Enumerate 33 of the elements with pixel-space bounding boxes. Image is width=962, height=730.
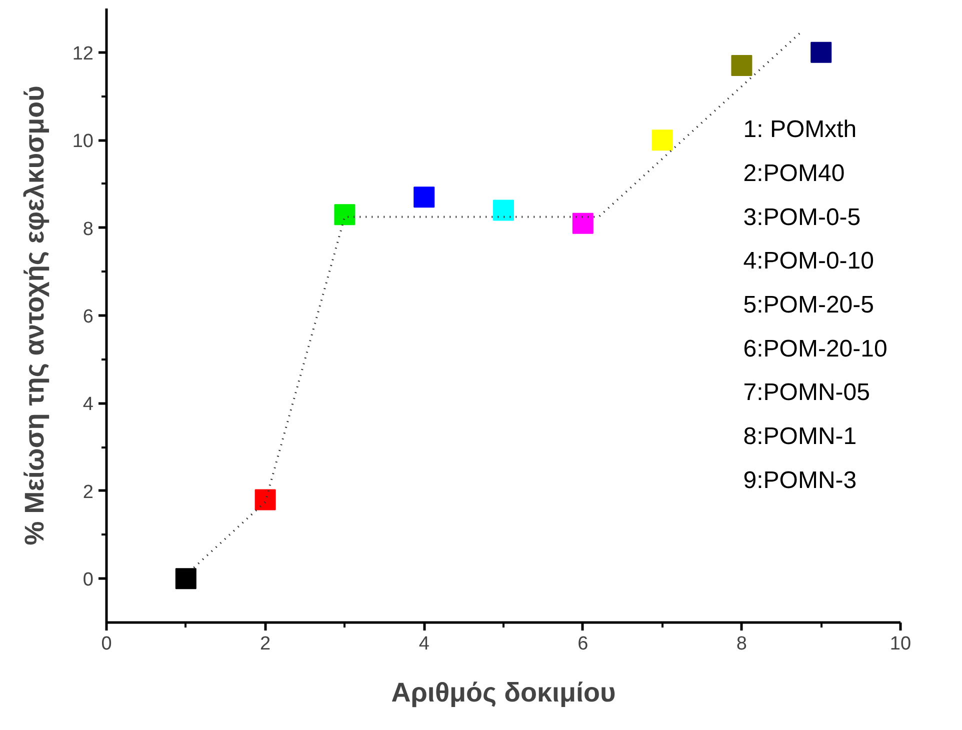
- annotation: 8:POMN-1: [743, 423, 857, 450]
- y-tick-label: 10: [72, 131, 94, 152]
- y-tick-label: 8: [82, 218, 94, 240]
- y-tick-label: 0: [82, 570, 94, 591]
- x-tick-label: 0: [101, 634, 112, 654]
- x-tick-label: 10: [890, 634, 912, 654]
- y-tick-label: 12: [72, 43, 94, 64]
- point: [731, 55, 752, 76]
- x-axis-title: Αριθμός δοκιμίου: [391, 678, 616, 708]
- point: [493, 200, 514, 221]
- y-axis-title: % Μείωση της αντοχής εφελκυσμού: [19, 86, 50, 546]
- point: [334, 204, 356, 226]
- y-tick-label: 6: [82, 306, 94, 328]
- annotation: 7:POMN-05: [743, 379, 870, 406]
- annotation: 4:POM-0-10: [743, 248, 874, 275]
- y-tick-label: 4: [82, 394, 94, 416]
- annotation: 2:POM40: [743, 160, 845, 187]
- point: [572, 212, 594, 234]
- point: [254, 489, 276, 510]
- x-tick-label: 6: [578, 634, 588, 654]
- annotation: 3:POM-0-5: [743, 204, 861, 231]
- point: [810, 42, 832, 63]
- annotation: 1: POMxth: [743, 116, 857, 144]
- point: [414, 186, 435, 208]
- point: [175, 568, 196, 590]
- annotation: 6:POM-20-10: [743, 335, 888, 362]
- x-tick-label: 4: [418, 634, 430, 654]
- y-tick-label: 2: [82, 482, 94, 503]
- x-tick-label: 2: [260, 634, 271, 654]
- x-tick-label: 8: [736, 634, 747, 654]
- annotation: 5:POM-20-5: [743, 291, 874, 318]
- point: [652, 130, 673, 151]
- annotation: 9:POMN-3: [743, 466, 857, 494]
